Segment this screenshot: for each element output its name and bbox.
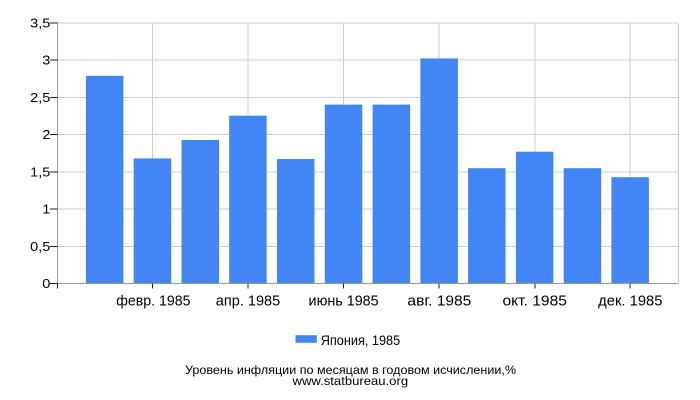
svg-text:www.statbureau.org: www.statbureau.org	[291, 374, 408, 388]
svg-text:3,5: 3,5	[30, 16, 50, 30]
svg-text:0,5: 0,5	[30, 240, 50, 254]
svg-text:3: 3	[42, 54, 50, 68]
svg-text:2: 2	[42, 128, 50, 142]
svg-text:дек. 1985: дек. 1985	[598, 293, 662, 309]
svg-text:1,5: 1,5	[30, 165, 50, 179]
svg-text:0: 0	[42, 277, 50, 291]
svg-text:Япония, 1985: Япония, 1985	[321, 333, 401, 349]
svg-text:февр. 1985: февр. 1985	[116, 293, 190, 309]
svg-text:июнь 1985: июнь 1985	[309, 293, 379, 309]
svg-text:окт. 1985: окт. 1985	[503, 293, 567, 309]
svg-text:2,5: 2,5	[30, 91, 50, 105]
svg-text:апр. 1985: апр. 1985	[216, 293, 280, 309]
svg-text:Уровень инфляции по месяцам в: Уровень инфляции по месяцам в годовом ис…	[185, 363, 516, 377]
svg-text:авг. 1985: авг. 1985	[407, 293, 471, 309]
svg-text:1: 1	[42, 203, 50, 217]
